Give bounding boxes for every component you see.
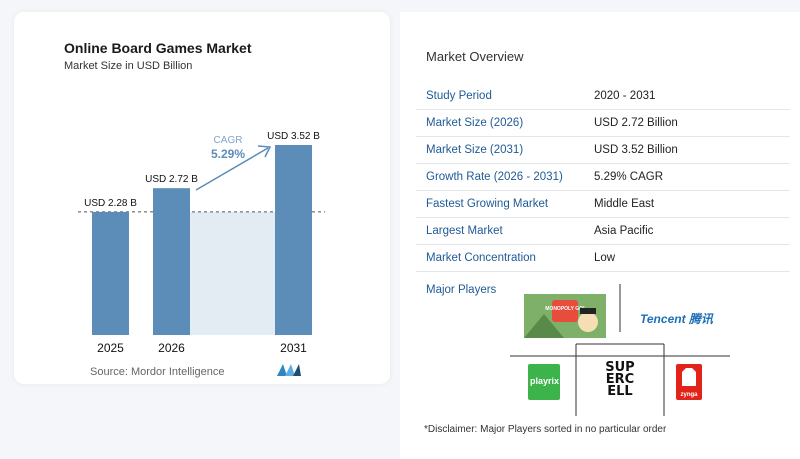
overview-row: Market Concentration Low — [416, 246, 790, 272]
growth-band — [190, 211, 275, 335]
zynga-dog-icon: zynga — [680, 368, 698, 398]
cagr-arrow-line — [195, 147, 269, 191]
overview-row: Fastest Growing Market Middle East — [416, 192, 790, 218]
bar-data-label: USD 3.52 B — [267, 131, 320, 142]
supercell-logo-line: ELL — [607, 384, 633, 399]
monopoly-go-logo: MONOPOLY GO! — [524, 294, 606, 338]
cagr-arrow-head — [257, 145, 272, 158]
overview-title: Market Overview — [426, 49, 524, 64]
row-value: Middle East — [594, 198, 655, 210]
cagr-value: 5.29% — [211, 147, 245, 161]
overview-row: Market Size (2026) USD 2.72 Billion — [416, 111, 790, 137]
row-value: 5.29% CAGR — [594, 171, 664, 183]
row-value: USD 3.52 Billion — [594, 144, 678, 156]
overview-row: Study Period 2020 - 2031 — [416, 84, 790, 110]
major-players-label: Major Players — [426, 284, 497, 296]
row-key: Market Concentration — [426, 252, 536, 264]
source-note: Source: Mordor Intelligence — [90, 366, 225, 378]
monopoly-go-icon: MONOPOLY GO! — [524, 294, 606, 338]
chart-subtitle: Market Size in USD Billion — [64, 60, 193, 72]
playrix-logo-text: playrix — [530, 376, 560, 386]
category-tick-label: 2031 — [280, 341, 307, 355]
bar — [153, 188, 190, 335]
bar — [92, 211, 129, 335]
row-key: Market Size (2026) — [426, 117, 524, 129]
row-value: Low — [594, 252, 616, 264]
disclaimer: *Disclaimer: Major Players sorted in no … — [424, 424, 667, 435]
row-value: USD 2.72 Billion — [594, 117, 678, 129]
supercell-logo-line: ERC — [605, 372, 635, 387]
market-overview-panel: Market Overview Study Period 2020 - 2031… — [400, 12, 800, 459]
tencent-logo: Tencent 腾讯 — [640, 310, 713, 328]
row-key: Study Period — [426, 90, 492, 102]
row-key: Fastest Growing Market — [426, 198, 549, 210]
chart-title: Online Board Games Market — [64, 40, 252, 56]
players-grid — [510, 284, 730, 416]
bar-data-label: USD 2.28 B — [84, 198, 137, 209]
monopoly-go-text-1: MONOPOLY GO! — [545, 306, 585, 312]
bar-data-label: USD 2.72 B — [145, 174, 198, 185]
tencent-logo-text: Tencent 腾讯 — [640, 312, 713, 326]
overview-row: Market Size (2031) USD 3.52 Billion — [416, 138, 790, 164]
row-value: Asia Pacific — [594, 225, 654, 237]
bar-chart: USD 2.28 B 2025 USD 2.72 B 2026 USD 3.52 B 20… — [78, 131, 325, 355]
mordor-logo-icon — [277, 364, 301, 376]
row-key: Market Size (2031) — [426, 144, 524, 156]
zynga-logo: zynga — [676, 364, 702, 400]
supercell-logo: SUP ERC ELL — [600, 360, 640, 402]
cagr-label: CAGR — [214, 135, 243, 146]
supercell-logo-line: SUP — [605, 360, 635, 375]
overview-row: Growth Rate (2026 - 2031) 5.29% CAGR — [416, 165, 790, 191]
row-value: 2020 - 2031 — [594, 90, 656, 102]
bar — [275, 145, 312, 335]
row-key: Growth Rate (2026 - 2031) — [426, 171, 563, 183]
row-key: Largest Market — [426, 225, 503, 237]
zynga-logo-text: zynga — [680, 392, 698, 398]
category-tick-label: 2026 — [158, 341, 185, 355]
category-tick-label: 2025 — [97, 341, 124, 355]
overview-row: Largest Market Asia Pacific — [416, 219, 790, 245]
playrix-logo: playrix — [528, 364, 560, 400]
